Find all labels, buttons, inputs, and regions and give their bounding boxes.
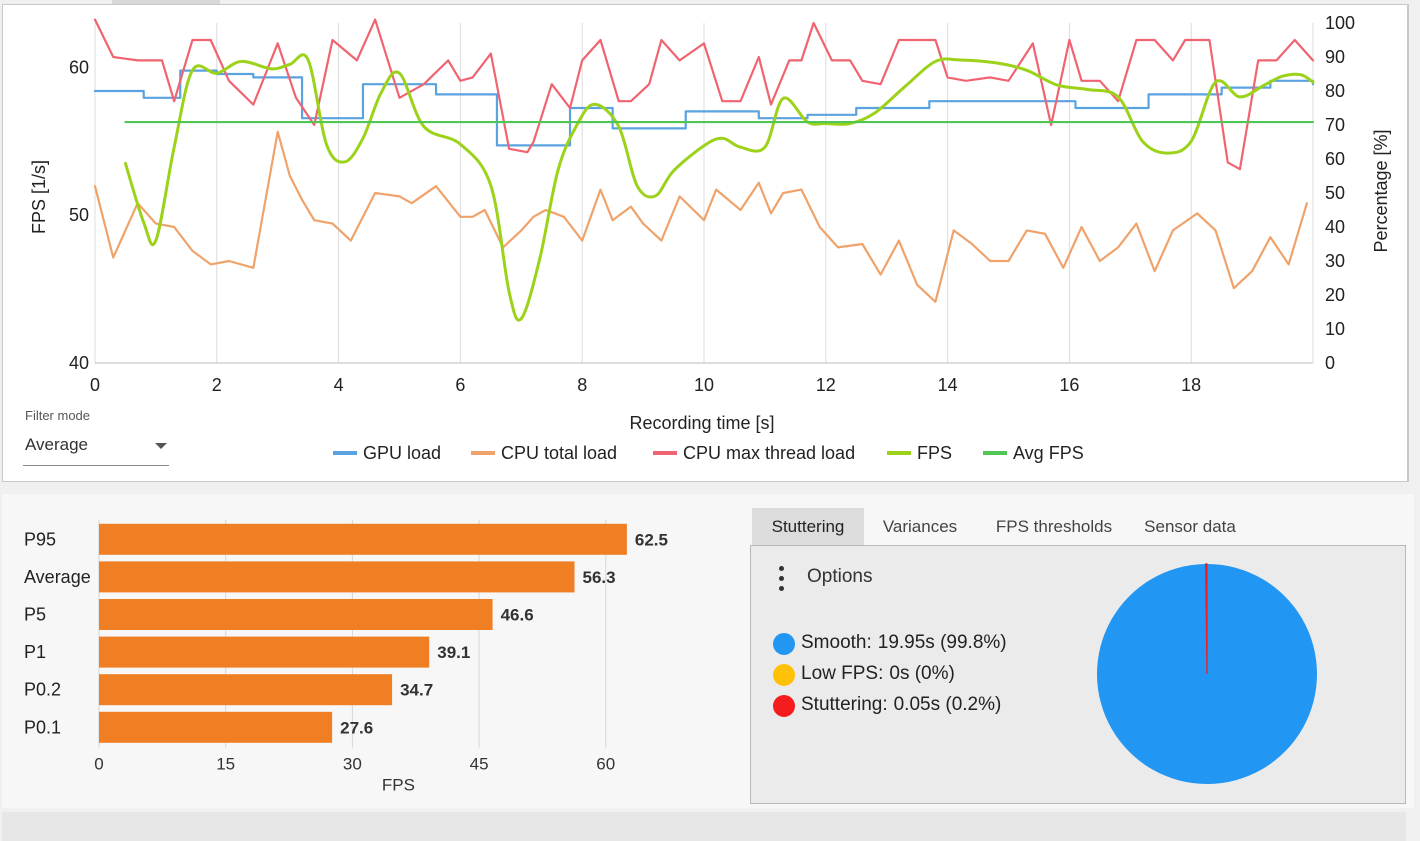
stuttering-pie-chart — [1097, 563, 1317, 784]
filter-mode-label: Filter mode — [25, 408, 91, 423]
fps-bar-chart: 0 15 30 45 60 FPS P95 62.5 Average 56.3 P5 46.6 P1 39… — [24, 520, 668, 795]
x-tick-label: 2 — [212, 375, 222, 395]
bar-x-tick-label: 60 — [596, 755, 615, 774]
y-right-tick-label: 60 — [1325, 149, 1345, 169]
low-fps-value: 0s (0%) — [889, 663, 955, 684]
bar-p0-1 — [99, 711, 333, 743]
bar-x-tick-label: 0 — [94, 755, 103, 774]
y-right-tick-label: 40 — [1325, 217, 1345, 237]
legend-label-cpu-max-thread-load: CPU max thread load — [683, 443, 855, 463]
smooth-dot-icon — [773, 633, 795, 655]
bar-x-axis-label: FPS — [382, 776, 415, 795]
tab-fps-thresholds[interactable]: FPS thresholds — [995, 517, 1113, 536]
tab-variances[interactable]: Variances — [882, 517, 958, 536]
bar-x-tick-label: 30 — [343, 755, 362, 774]
x-tick-label: 18 — [1181, 375, 1201, 395]
pie-slice-stuttering — [1205, 563, 1208, 675]
y-right-tick-label: 70 — [1325, 115, 1345, 135]
x-tick-label: 12 — [816, 375, 836, 395]
x-tick-label: 10 — [694, 375, 714, 395]
legend-label-cpu-total-load: CPU total load — [501, 443, 617, 463]
bar-p1 — [99, 636, 430, 668]
x-tick-label: 4 — [334, 375, 344, 395]
x-tick-label: 14 — [938, 375, 958, 395]
smooth-value: 19.95s (99.8%) — [877, 632, 1007, 653]
y-left-tick-label: 50 — [69, 205, 89, 225]
bar-value-label-p5: 46.6 — [501, 606, 534, 625]
stuttering-value: 0.05s (0.2%) — [893, 694, 1002, 715]
legend-label-fps: FPS — [917, 443, 952, 463]
bar-category-label-average: Average — [24, 567, 91, 587]
bar-category-label-p95: P95 — [24, 529, 56, 549]
bar-value-label-p0-1: 27.6 — [340, 718, 373, 737]
bar-category-label-p5: P5 — [24, 605, 46, 625]
bar-p5 — [99, 599, 493, 630]
frametime-chart-panel: 0 2 4 6 8 10 12 14 16 18 40 50 60 0 10 20 30 40 50 60 70 80 90… — [2, 4, 1409, 482]
x-tick-label: 0 — [90, 375, 100, 395]
y-right-tick-label: 10 — [1325, 319, 1345, 339]
legend-label-gpu-load: GPU load — [363, 443, 441, 463]
low-fps-label: Low FPS: — [801, 663, 884, 684]
x-tick-label: 6 — [455, 375, 465, 395]
y-left-axis-label: FPS [1/s] — [29, 160, 49, 234]
y-right-tick-label: 0 — [1325, 353, 1335, 373]
low-fps-dot-icon — [773, 664, 795, 686]
x-axis-label: Recording time [s] — [629, 413, 774, 433]
bar-average — [99, 561, 575, 593]
tab-stuttering[interactable]: Stuttering — [752, 508, 864, 546]
bar-value-label-average: 56.3 — [583, 568, 616, 587]
more-vertical-icon — [779, 566, 785, 592]
x-tick-label: 8 — [577, 375, 587, 395]
bar-value-label-p95: 62.5 — [635, 530, 668, 549]
y-right-tick-label: 100 — [1325, 13, 1355, 33]
y-right-axis-label: Percentage [%] — [1371, 129, 1391, 252]
y-left-tick-label: 40 — [69, 353, 89, 373]
legend-label-avg-fps: Avg FPS — [1013, 443, 1084, 463]
tab-sensor-data[interactable]: Sensor data — [1144, 517, 1236, 536]
bar-value-label-p0-2: 34.7 — [400, 681, 433, 700]
x-tick-label: 16 — [1059, 375, 1079, 395]
y-right-tick-label: 50 — [1325, 183, 1345, 203]
smooth-label: Smooth: — [801, 632, 872, 653]
footer-bar — [2, 812, 1406, 841]
options-label: Options — [807, 566, 873, 587]
y-right-tick-label: 30 — [1325, 251, 1345, 271]
bar-value-label-p1: 39.1 — [437, 643, 470, 662]
bar-p0-2 — [99, 674, 393, 706]
cpu-total-load-series-line — [93, 130, 1309, 303]
chevron-down-icon — [155, 443, 167, 449]
y-right-tick-label: 80 — [1325, 81, 1345, 101]
bar-category-label-p1: P1 — [24, 642, 46, 662]
stuttering-dot-icon — [773, 695, 795, 717]
bar-x-tick-label: 15 — [216, 755, 235, 774]
filter-mode-value: Average — [25, 435, 89, 454]
bar-p95 — [99, 523, 627, 555]
gpu-load-series-line — [93, 69, 1315, 147]
fps-series-line — [123, 53, 1315, 322]
bar-category-label-p0-2: P0.2 — [24, 680, 61, 700]
bar-category-label-p0-1: P0.1 — [24, 717, 61, 737]
bar-x-tick-label: 45 — [470, 755, 489, 774]
stuttering-panel: Options Smooth: 19.95s (99.8%) Low FPS: 0s… — [750, 545, 1406, 804]
filter-mode-select[interactable]: Average — [23, 429, 169, 466]
y-left-tick-label: 60 — [69, 57, 89, 77]
stuttering-label: Stuttering: — [801, 694, 888, 715]
line-chart: 0 2 4 6 8 10 12 14 16 18 40 50 60 0 10 20 30 40 50 60 70 80 90… — [29, 13, 1391, 463]
top-tab-indicator — [112, 0, 220, 4]
y-right-tick-label: 90 — [1325, 47, 1345, 67]
y-right-tick-label: 20 — [1325, 285, 1345, 305]
